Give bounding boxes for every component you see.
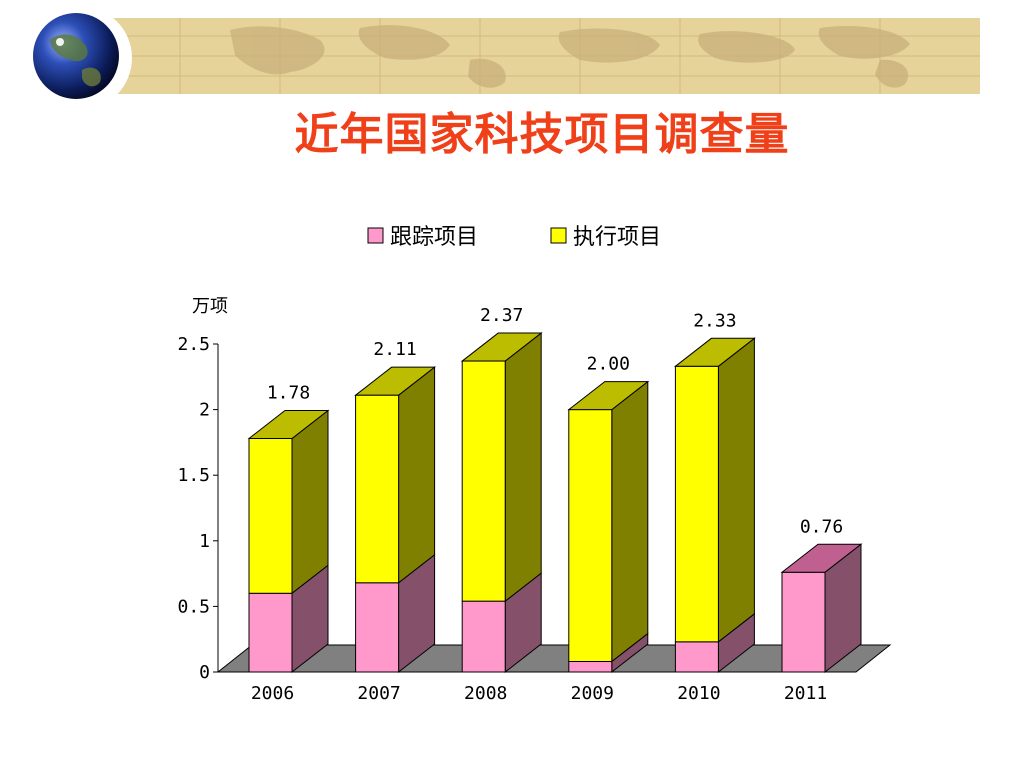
x-tick-label: 2007 <box>357 683 400 704</box>
bar-segment-execution <box>248 437 293 594</box>
bar-segment-execution <box>461 360 506 602</box>
bar-segment-tracking <box>568 661 613 673</box>
x-tick-label: 2009 <box>571 683 614 704</box>
y-axis-unit-label: 万项 <box>192 296 228 317</box>
y-tick-label: 1 <box>199 531 210 552</box>
header-banner <box>28 6 980 110</box>
bar-segment-tracking-top <box>780 543 863 573</box>
bar-2007: 2.11 <box>354 339 437 674</box>
bar-segment-execution-top <box>354 366 437 396</box>
data-label-total: 2.00 <box>587 354 630 375</box>
data-label-total: 1.78 <box>267 382 310 403</box>
y-tick-label: 2.5 <box>177 334 210 355</box>
chart-legend: 跟踪项目 执行项目 <box>367 225 661 250</box>
x-tick-label: 2011 <box>784 683 827 704</box>
x-tick-label: 2010 <box>677 683 720 704</box>
bar-segment-execution-top <box>567 381 650 411</box>
y-tick-label: 0.5 <box>177 596 210 617</box>
legend-label-tracking: 跟踪项目 <box>390 225 478 250</box>
bar-segment-execution-side <box>717 337 755 643</box>
legend-label-execution: 执行项目 <box>573 225 661 250</box>
plot-area: 0 0.5 1 1.5 2 2.5 1.78 2006 2.11 2007 2.37 2008 2.00… <box>177 305 892 704</box>
legend-swatch-execution <box>550 227 567 244</box>
legend-swatch-tracking <box>367 227 384 244</box>
bar-2010: 2.33 <box>673 310 756 674</box>
bar-2011: 0.76 <box>780 516 863 674</box>
x-tick-label: 2008 <box>464 683 507 704</box>
bar-segment-execution-side <box>398 366 436 584</box>
bar-2008: 2.37 <box>460 305 543 674</box>
page-title: 近年国家科技项目调查量 <box>294 109 790 160</box>
bar-segment-execution-top <box>247 409 330 439</box>
y-tick-label: 2 <box>199 400 210 421</box>
x-tick-label: 2006 <box>251 683 294 704</box>
bar-segment-execution-side <box>291 409 329 595</box>
bar-segment-execution <box>674 365 719 643</box>
bar-segment-tracking <box>674 641 719 673</box>
bar-segment-execution <box>568 409 613 663</box>
bar-segment-tracking <box>355 582 400 673</box>
y-tick-label: 0 <box>199 662 210 683</box>
bar-segment-tracking <box>461 600 506 673</box>
bar-segment-tracking <box>248 592 293 673</box>
bar-segment-execution-side <box>611 380 649 663</box>
data-label-total: 0.76 <box>800 516 843 537</box>
map-continents <box>230 25 910 88</box>
bar-segment-execution-side <box>504 332 542 603</box>
bar-segment-execution-top <box>673 337 756 367</box>
globe-icon <box>33 13 119 99</box>
bar-2009: 2.00 <box>567 354 650 674</box>
bar-2006: 1.78 <box>247 382 330 674</box>
bar-segment-execution <box>355 394 400 584</box>
y-tick-label: 1.5 <box>177 465 210 486</box>
data-label-total: 2.11 <box>373 339 416 360</box>
bar-segment-execution-top <box>460 332 543 362</box>
data-label-total: 2.33 <box>693 310 736 331</box>
data-label-total: 2.37 <box>480 305 523 326</box>
bar-segment-tracking <box>781 571 826 673</box>
